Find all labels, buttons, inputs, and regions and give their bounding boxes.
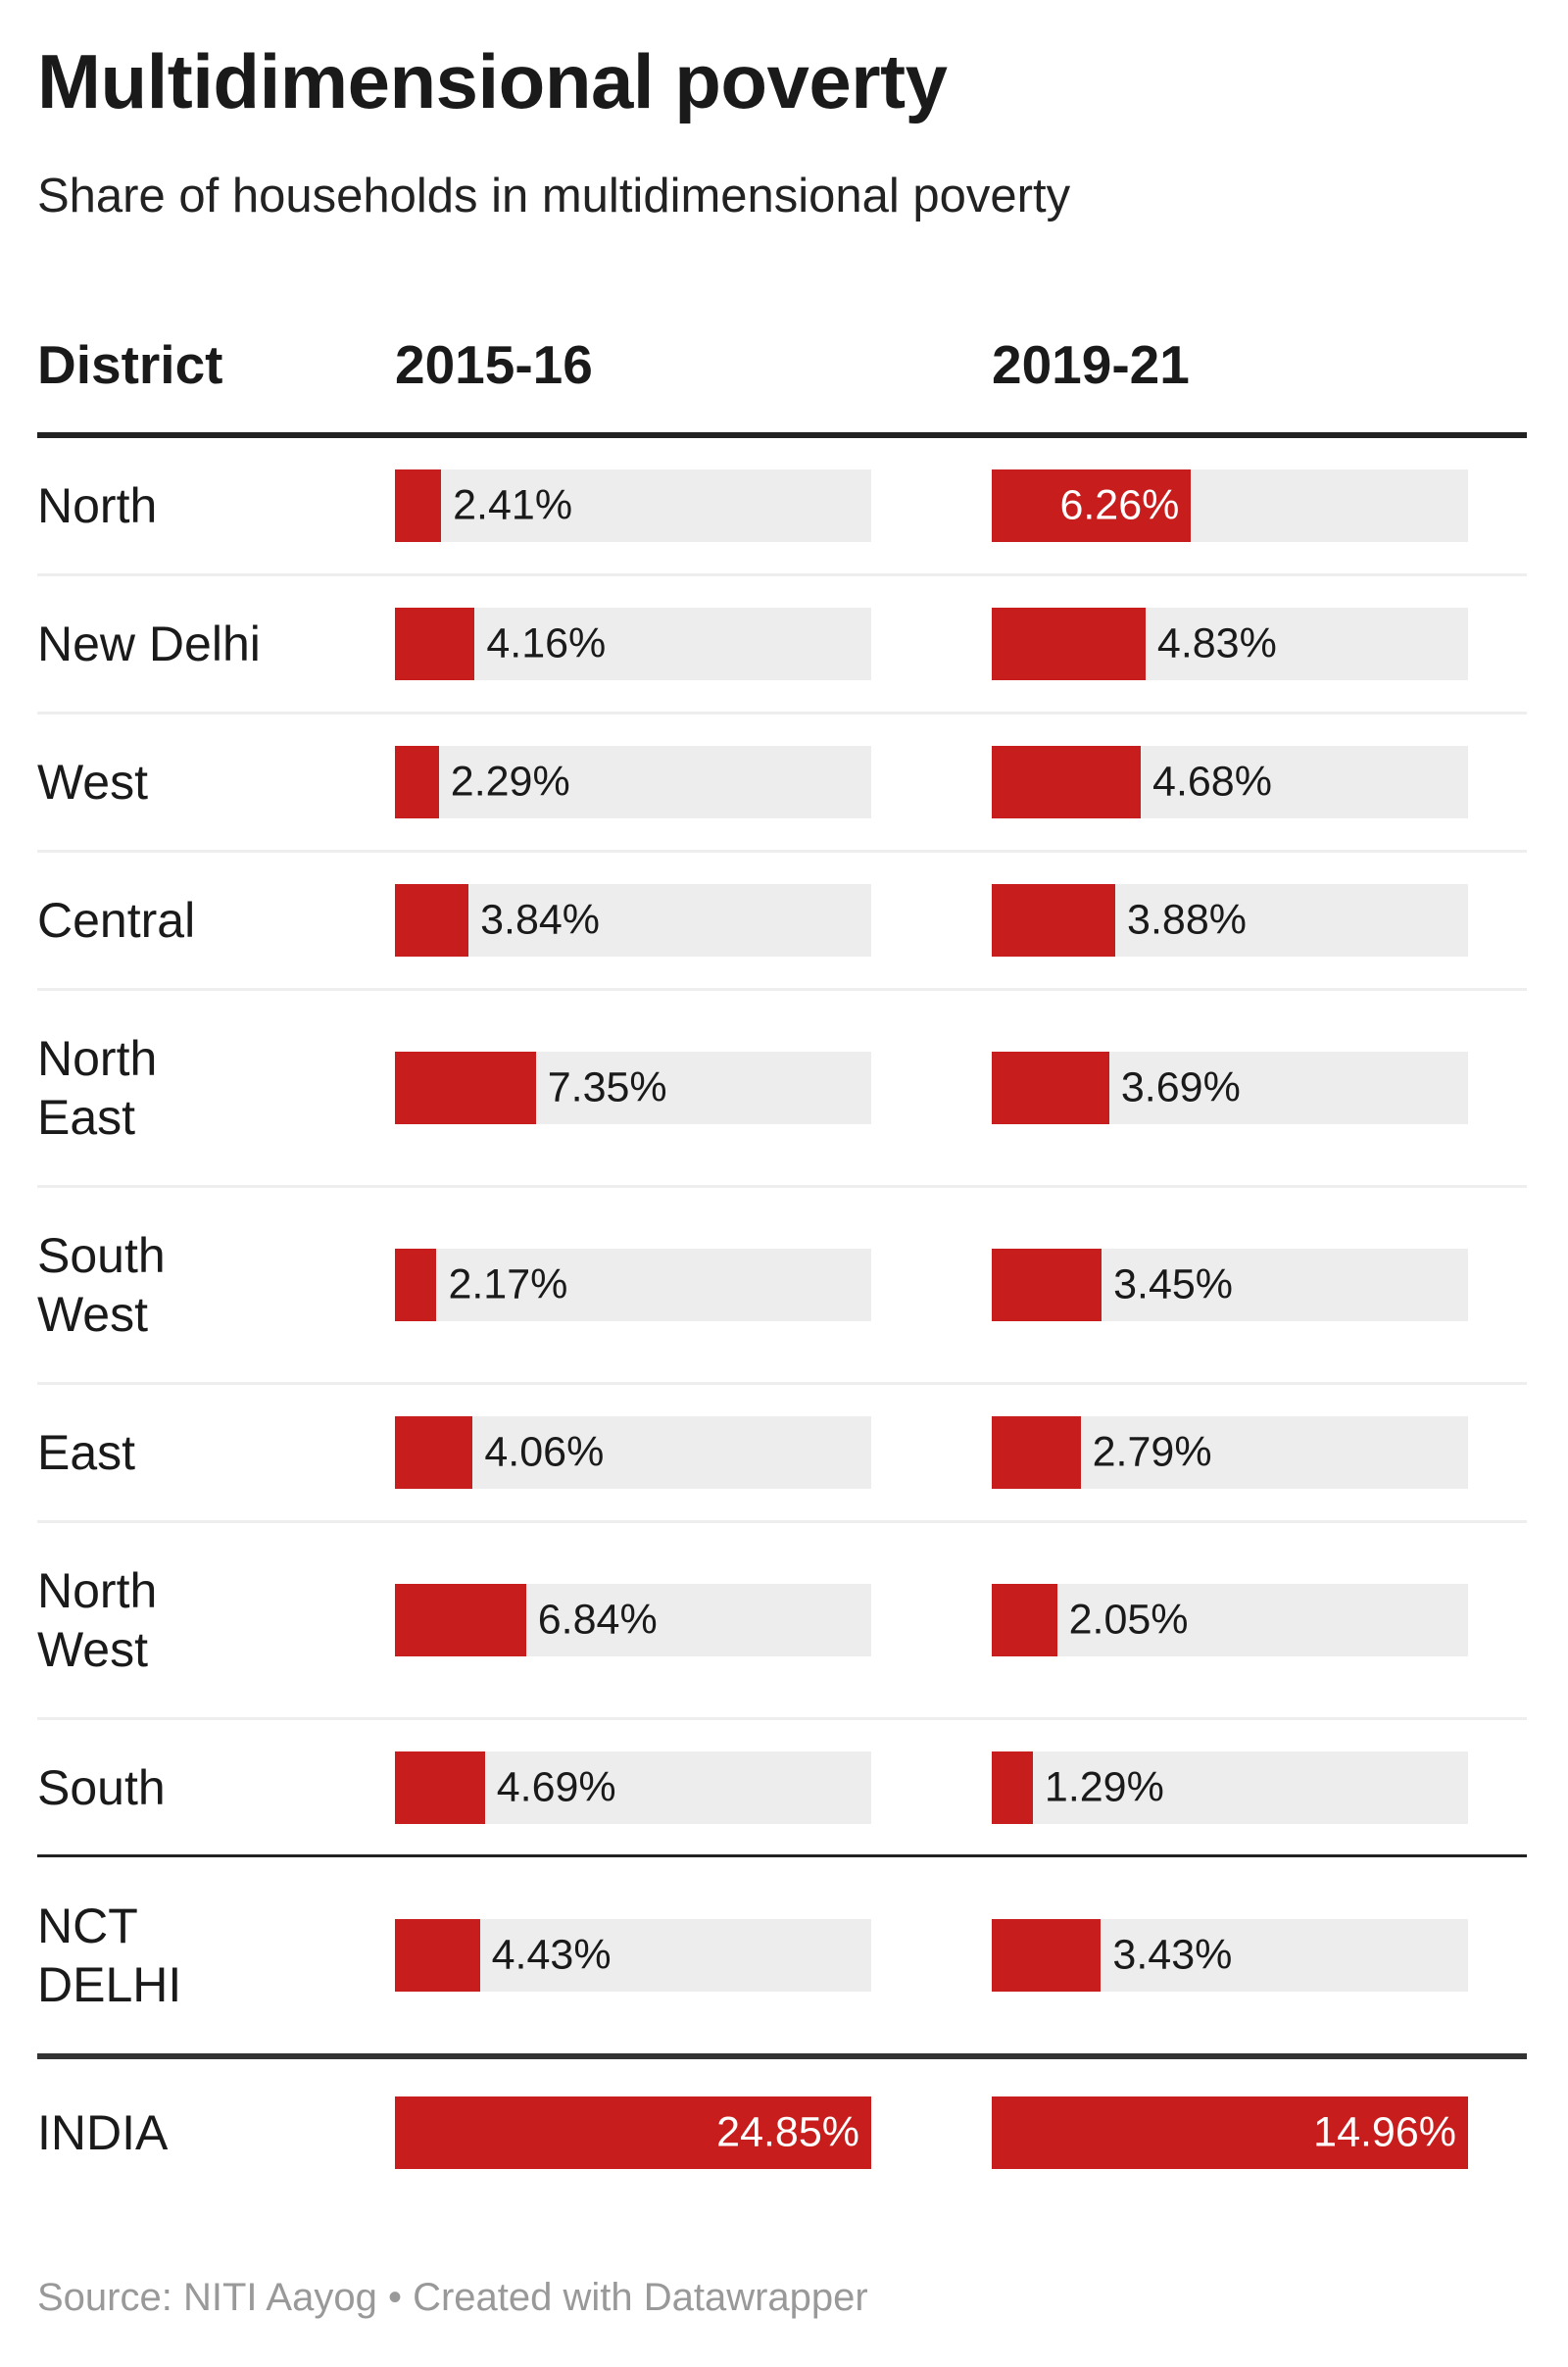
bar-v2015 [395, 1584, 526, 1656]
bar-track: 4.68% [992, 746, 1468, 818]
bar-track: 2.79% [992, 1416, 1468, 1489]
value-label: 3.43% [1112, 1931, 1233, 1979]
district-label: New Delhi [37, 616, 261, 671]
bar-v2019 [992, 608, 1146, 680]
bar-v2015 [395, 1919, 480, 1992]
value-label: 3.84% [480, 896, 601, 944]
value-label: 4.16% [486, 619, 607, 667]
value-label: 4.69% [496, 1763, 616, 1810]
bar-v2015 [395, 1751, 485, 1824]
value-label: 2.05% [1068, 1596, 1189, 1644]
district-label: West [37, 755, 148, 810]
table-header: District 2015-16 2019-21 [37, 333, 1527, 431]
bar-v2015 [395, 884, 469, 957]
table-row: South West 2.17% 3.45% [37, 1188, 1527, 1385]
bar-track: 3.69% [992, 1052, 1468, 1124]
table-row: North East 7.35% 3.69% [37, 991, 1527, 1188]
bar-track: 2.05% [992, 1584, 1468, 1656]
value-label: 3.88% [1127, 896, 1247, 944]
district-label: INDIA [37, 2105, 169, 2160]
bar-track: 4.16% [395, 608, 871, 680]
header-district: District [37, 334, 223, 395]
source-note: Source: NITI Aayog • Created with Datawr… [37, 2276, 868, 2319]
header-2019-21: 2019-21 [992, 334, 1190, 395]
bar-v2019 [992, 1249, 1102, 1321]
value-label: 14.96% [1313, 2108, 1456, 2156]
bar-track: 3.88% [992, 884, 1468, 957]
value-label: 4.83% [1156, 619, 1277, 667]
value-label: 1.29% [1044, 1763, 1164, 1810]
district-label: North East [37, 1031, 158, 1145]
data-table: North 2.41% 6.26% New Delhi 4.16% 4.83% West 2.… [37, 432, 1527, 2206]
table-row: INDIA 24.85% 14.96% [37, 2059, 1527, 2206]
bar-track: 7.35% [395, 1052, 871, 1124]
bar-track: 4.06% [395, 1416, 871, 1489]
bar-v2015 [395, 1416, 473, 1489]
value-label: 2.29% [450, 758, 570, 806]
bar-v2015 [395, 1052, 536, 1124]
bar-v2015 [395, 608, 475, 680]
bar-track: 3.45% [992, 1249, 1468, 1321]
district-label: North West [37, 1563, 158, 1677]
bar-v2019 [992, 746, 1142, 818]
value-label: 2.17% [448, 1260, 568, 1308]
district-label: NCT DELHI [37, 1899, 182, 2012]
table-row: South 4.69% 1.29% [37, 1720, 1527, 1857]
value-label: 2.79% [1092, 1428, 1212, 1476]
chart-title: Multidimensional poverty [37, 38, 948, 124]
bar-v2015 [395, 469, 442, 542]
bar-track: 2.17% [395, 1249, 871, 1321]
bar-v2015 [395, 2096, 871, 2169]
bar-v2019 [992, 1751, 1033, 1824]
table-row: West 2.29% 4.68% [37, 715, 1527, 853]
bar-track: 2.29% [395, 746, 871, 818]
bar-v2015 [395, 746, 439, 818]
district-label: North [37, 478, 158, 533]
value-label: 4.68% [1152, 758, 1272, 806]
value-label: 4.06% [484, 1428, 605, 1476]
bar-v2019 [992, 469, 1192, 542]
table-row: North 2.41% 6.26% [37, 438, 1527, 576]
value-label: 24.85% [716, 2108, 859, 2156]
bar-v2019 [992, 1052, 1109, 1124]
district-label: South West [37, 1228, 166, 1342]
district-label: East [37, 1425, 136, 1480]
value-label: 2.41% [453, 481, 573, 529]
value-label: 6.26% [1059, 481, 1180, 529]
bar-v2019 [992, 1584, 1057, 1656]
value-label: 3.45% [1113, 1260, 1234, 1308]
bar-v2019 [992, 1919, 1102, 1992]
district-label: Central [37, 893, 196, 948]
bar-track: 6.84% [395, 1584, 871, 1656]
bar-track: 2.41% [395, 469, 871, 542]
district-label: South [37, 1759, 166, 1815]
chart-subtitle: Share of households in multidimensional … [37, 170, 1071, 222]
table-row: North West 6.84% 2.05% [37, 1523, 1527, 1720]
bar-track: 3.43% [992, 1919, 1468, 1992]
bar-track: 24.85% [395, 2096, 871, 2169]
table-row: New Delhi 4.16% 4.83% [37, 576, 1527, 715]
bar-track: 4.69% [395, 1751, 871, 1824]
value-label: 3.69% [1120, 1063, 1241, 1111]
header-2015-16: 2015-16 [395, 334, 593, 395]
table-row: East 4.06% 2.79% [37, 1385, 1527, 1523]
table-row: Central 3.84% 3.88% [37, 853, 1527, 991]
bar-track: 1.29% [992, 1751, 1468, 1824]
bar-track: 4.83% [992, 608, 1468, 680]
bar-v2019 [992, 2096, 1468, 2169]
bar-v2019 [992, 884, 1116, 957]
table-row: NCT DELHI 4.43% 3.43% [37, 1857, 1527, 2059]
value-label: 7.35% [547, 1063, 667, 1111]
bar-v2019 [992, 1416, 1081, 1489]
bar-track: 4.43% [395, 1919, 871, 1992]
value-label: 6.84% [537, 1596, 658, 1644]
bar-track: 6.26% [992, 469, 1468, 542]
bar-track: 14.96% [992, 2096, 1468, 2169]
bar-v2015 [395, 1249, 437, 1321]
bar-track: 3.84% [395, 884, 871, 957]
value-label: 4.43% [491, 1931, 612, 1979]
